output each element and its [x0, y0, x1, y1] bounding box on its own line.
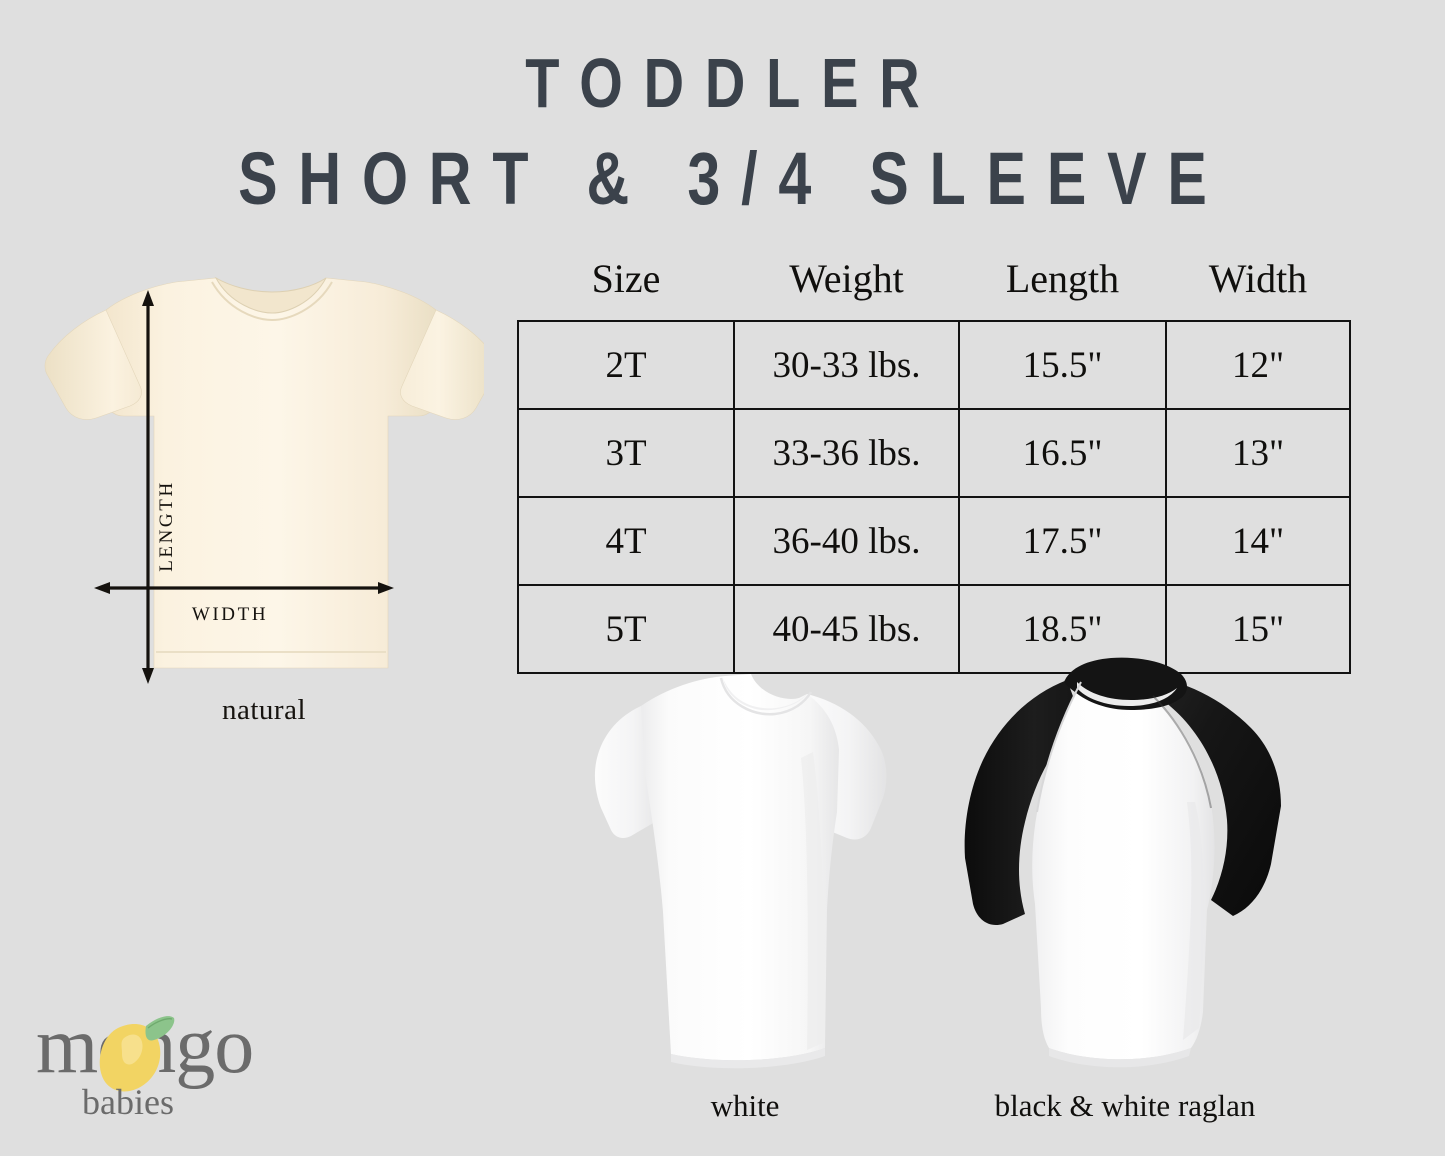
white-shirt-body — [641, 674, 839, 1061]
cell-length: 18.5" — [958, 584, 1167, 674]
shirt-sleeve-right — [400, 309, 484, 420]
shirt-collar-seam — [211, 281, 333, 322]
cell-width: 15" — [1165, 584, 1351, 674]
natural-shirt-illustration: LENGTH WIDTH — [44, 276, 484, 684]
cell-size: 4T — [517, 496, 735, 586]
raglan-sleeve-left — [964, 680, 1081, 926]
raglan-shirt-figure: black & white raglan — [915, 652, 1335, 1132]
length-measure-arrow — [142, 290, 154, 684]
size-chart-table-wrapper: Size Weight Length Width 2T 30-33 lbs. 1… — [517, 255, 1351, 674]
table-row: 3T 33-36 lbs. 16.5" 13" — [517, 408, 1351, 498]
column-header-weight: Weight — [789, 256, 904, 301]
raglan-collar-inner — [1077, 682, 1177, 706]
shirt-body — [105, 277, 437, 669]
cell-weight: 30-33 lbs. — [733, 320, 960, 410]
cell-weight: 40-45 lbs. — [733, 584, 960, 674]
cell-size: 5T — [517, 584, 735, 674]
natural-shirt-figure: LENGTH WIDTH natural — [44, 276, 484, 746]
cell-weight: 36-40 lbs. — [733, 496, 960, 586]
cell-length: 17.5" — [958, 496, 1167, 586]
width-measure-arrow — [94, 582, 394, 594]
natural-shirt-caption: natural — [221, 694, 306, 726]
mango-icon — [99, 1016, 175, 1092]
raglan-seam-right — [1152, 695, 1212, 809]
width-measure-label: WIDTH — [192, 604, 268, 625]
length-measure-label: LENGTH — [156, 480, 177, 572]
page-title: TODDLER SHORT & 3/4 SLEEVE — [0, 48, 1445, 216]
cell-size: 3T — [517, 408, 735, 498]
white-shirt-shadow — [801, 752, 825, 1050]
title-line-toddler: TODDLER — [525, 44, 941, 122]
raglan-shirt-caption: black & white raglan — [994, 1088, 1256, 1123]
size-chart-table: Size Weight Length Width 2T 30-33 lbs. 1… — [517, 255, 1351, 674]
raglan-sleeve-right — [1141, 674, 1281, 916]
white-shirt-figure: white — [575, 662, 915, 1132]
raglan-seam-left — [1036, 681, 1082, 813]
cell-weight: 33-36 lbs. — [733, 408, 960, 498]
cell-length: 15.5" — [958, 320, 1167, 410]
table-row: 4T 36-40 lbs. 17.5" 14" — [517, 496, 1351, 586]
white-shirt-illustration — [594, 674, 887, 1069]
white-shirt-hem — [671, 1048, 825, 1069]
cell-length: 16.5" — [958, 408, 1167, 498]
cell-width: 13" — [1165, 408, 1351, 498]
raglan-hem — [1049, 1048, 1191, 1068]
table-row: 2T 30-33 lbs. 15.5" 12" — [517, 320, 1351, 410]
white-shirt-collar-seam — [719, 677, 813, 716]
cell-width: 12" — [1165, 320, 1351, 410]
shirt-collar — [214, 276, 327, 314]
shirt-sleeve-left — [44, 309, 142, 420]
column-header-length: Length — [1005, 256, 1120, 301]
column-header-width: Width — [1208, 256, 1308, 301]
title-line-sleeve: SHORT & 3/4 SLEEVE — [238, 137, 1228, 220]
raglan-shadow — [1183, 802, 1204, 1040]
mongo-babies-logo: mongo babies — [36, 1002, 254, 1122]
column-header-size: Size — [591, 256, 661, 301]
raglan-body — [1032, 682, 1215, 1060]
cell-width: 14" — [1165, 496, 1351, 586]
brand-logo: mongo babies — [36, 998, 306, 1126]
white-shirt-caption: white — [710, 1088, 780, 1123]
logo-subwordmark: babies — [82, 1082, 174, 1122]
raglan-shirt-illustration — [964, 657, 1281, 1068]
cell-size: 2T — [517, 320, 735, 410]
table-header-row: Size Weight Length Width — [518, 255, 1350, 321]
table-row: 5T 40-45 lbs. 18.5" 15" — [517, 584, 1351, 674]
